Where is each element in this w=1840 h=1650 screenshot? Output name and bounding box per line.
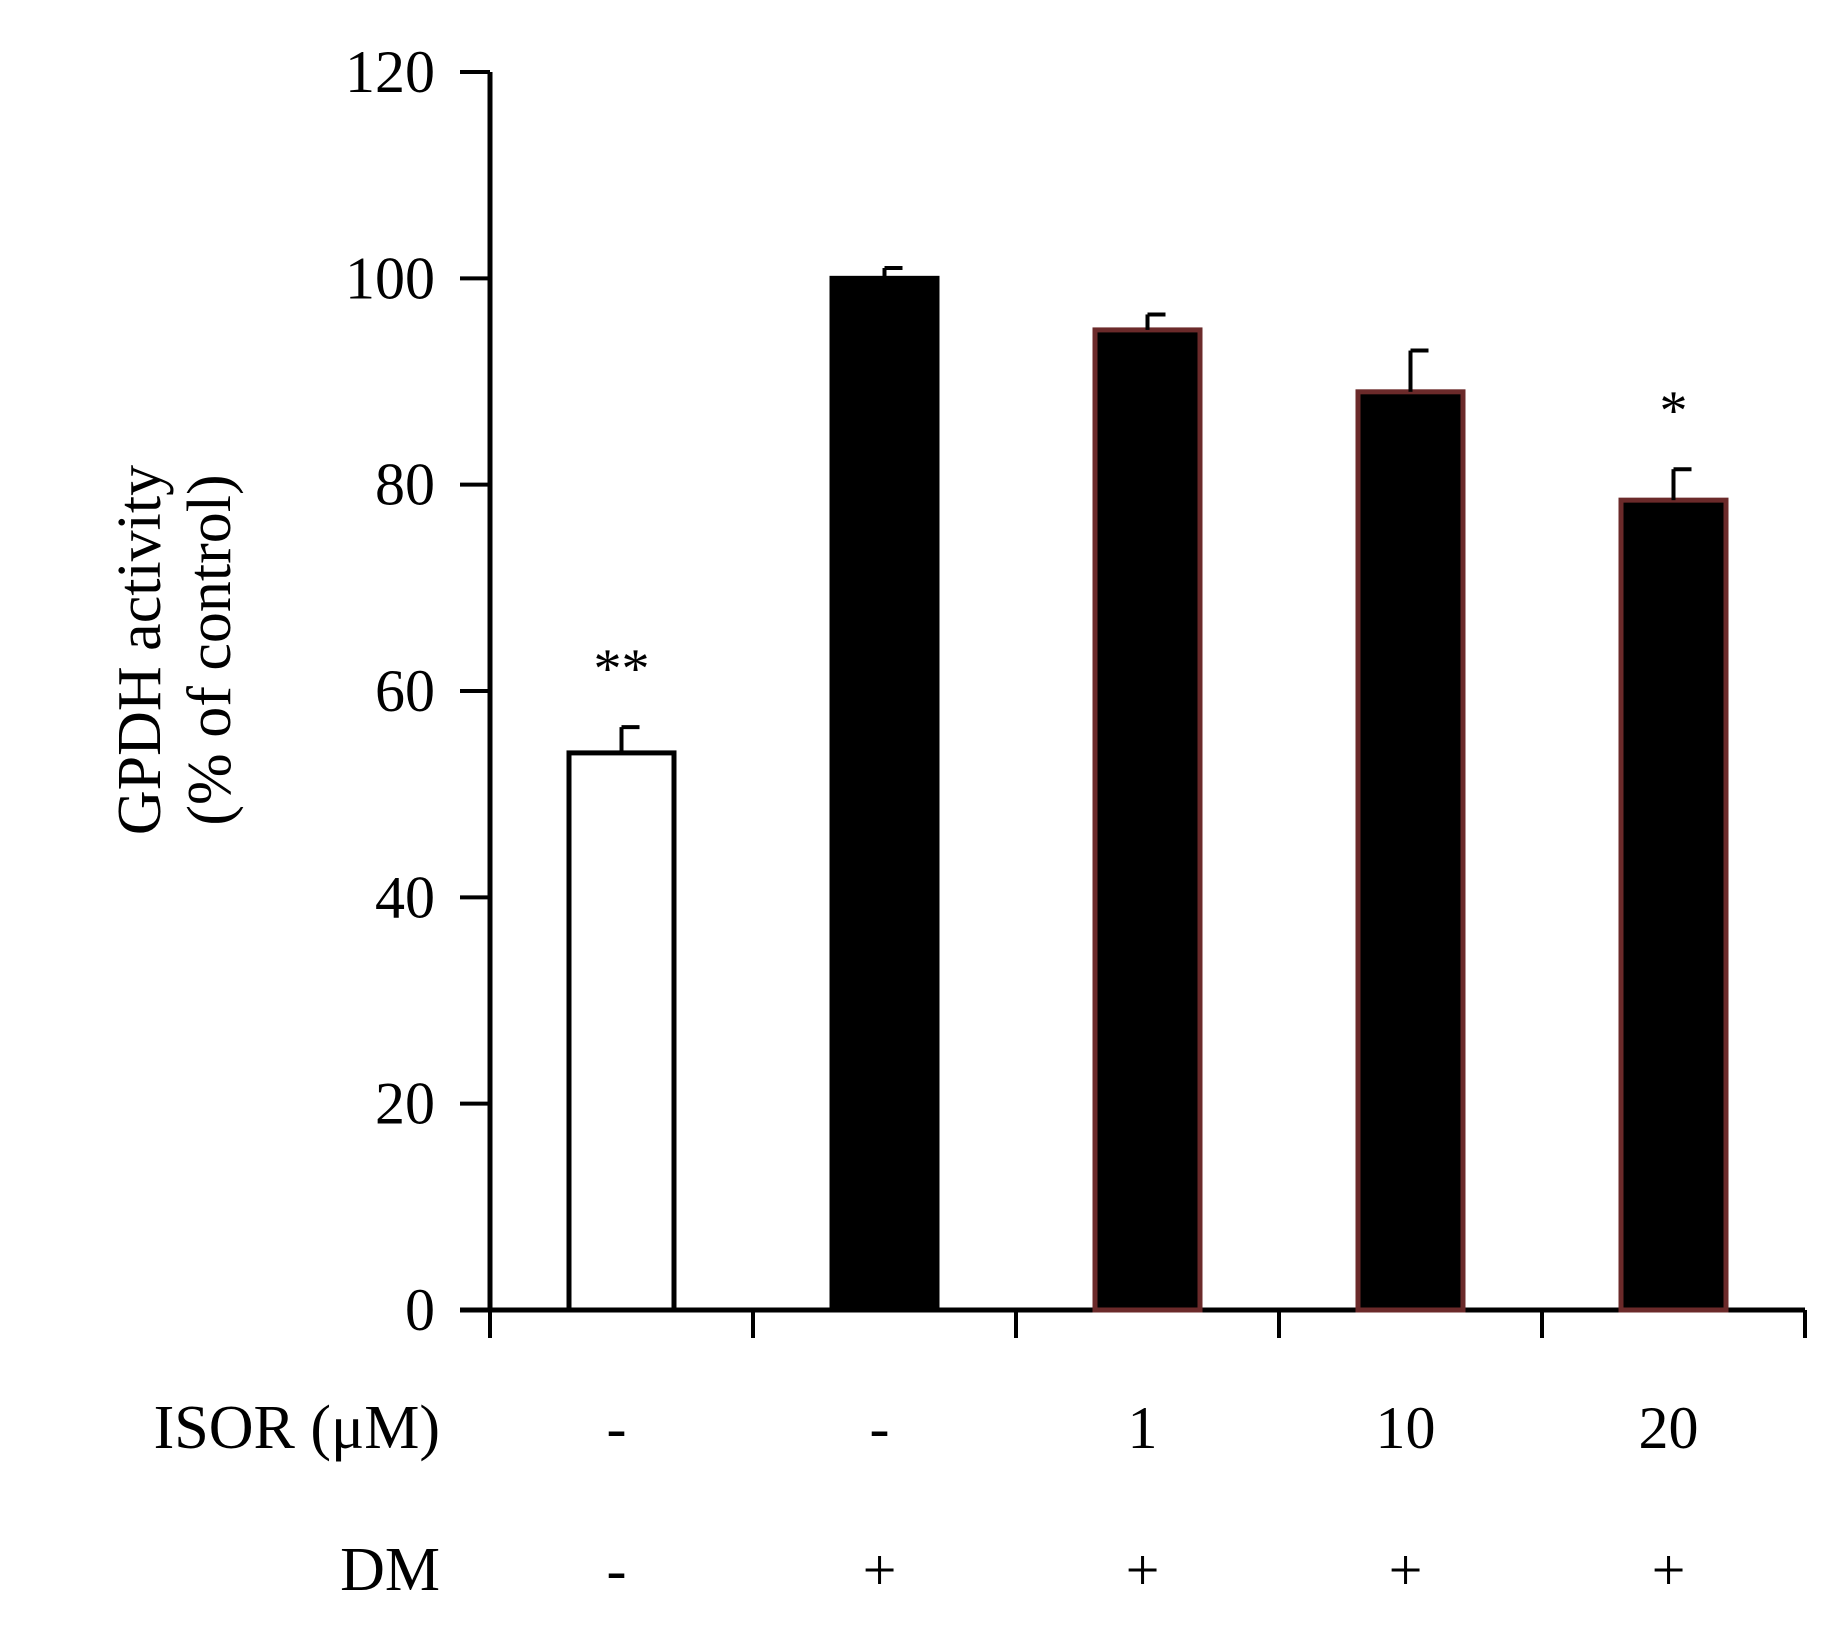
y-tick-label: 80 xyxy=(375,452,435,518)
row-value: + xyxy=(1389,1537,1423,1603)
x-axis xyxy=(460,1310,1805,1338)
row-label: DM xyxy=(340,1536,440,1604)
bar-5 xyxy=(1621,500,1726,1310)
bar-4 xyxy=(1358,392,1463,1310)
bar-1 xyxy=(569,753,674,1310)
row-value: - xyxy=(607,1537,627,1603)
y-tick-label: 100 xyxy=(345,245,435,311)
y-axis: 0 20 40 60 80 100 120 xyxy=(345,39,490,1343)
y-tick-label: 120 xyxy=(345,39,435,105)
y-axis-label-line-2: (% of control) xyxy=(176,474,244,825)
row-value: - xyxy=(870,1395,890,1461)
row-value: - xyxy=(607,1395,627,1461)
treatment-rows: ISOR (μM) - - 1 10 20 DM - + + + + xyxy=(154,1394,1699,1604)
bars xyxy=(569,278,1726,1310)
y-tick-label: 40 xyxy=(375,864,435,930)
row-value: 10 xyxy=(1376,1395,1436,1461)
significance-marker: * xyxy=(1660,380,1688,442)
y-tick-label: 20 xyxy=(375,1071,435,1137)
y-axis-label: GPDH activity (% of control) xyxy=(106,465,244,835)
y-axis-label-line-1: GPDH activity xyxy=(106,465,174,835)
row-value: 20 xyxy=(1639,1395,1699,1461)
bar-2 xyxy=(832,278,937,1310)
row-label: ISOR (μM) xyxy=(154,1394,440,1462)
significance-marker: ** xyxy=(594,638,650,700)
bar-3 xyxy=(1095,330,1200,1310)
row-value: + xyxy=(1652,1537,1686,1603)
y-tick-label: 0 xyxy=(405,1277,435,1343)
row-value: + xyxy=(1126,1537,1160,1603)
row-value: + xyxy=(863,1537,897,1603)
y-tick-label: 60 xyxy=(375,658,435,724)
row-value: 1 xyxy=(1128,1395,1158,1461)
